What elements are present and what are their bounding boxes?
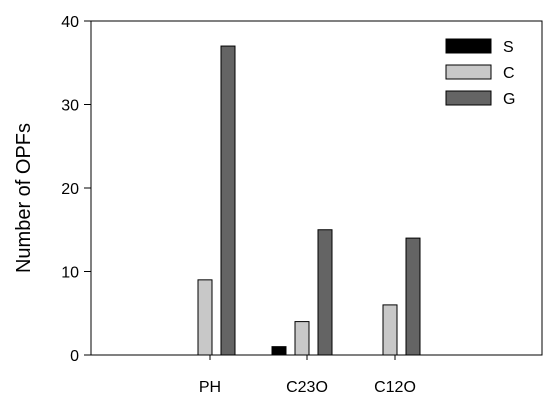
bar-s-c23o	[271, 346, 287, 356]
y-tick-label: 10	[61, 265, 79, 282]
legend-swatch-c	[445, 64, 492, 80]
y-tick-label: 0	[70, 348, 79, 365]
x-axis-ticks: PH C23O C12O	[199, 355, 416, 396]
y-axis-title: Number of OPFs	[13, 123, 35, 273]
bar-c-ph	[197, 279, 213, 356]
y-tick-label: 20	[61, 181, 79, 198]
bar-c-c12o	[382, 304, 398, 356]
legend-label-g: G	[503, 91, 515, 108]
legend-swatch-s	[445, 38, 492, 54]
legend-swatch-g	[445, 90, 492, 106]
bars	[197, 45, 421, 356]
x-tick-label: C12O	[374, 379, 416, 396]
legend-label-c: C	[503, 65, 515, 82]
x-tick-label: C23O	[286, 379, 328, 396]
y-axis-ticks: 0 10 20 30 40	[61, 14, 91, 365]
y-tick-label: 40	[61, 14, 79, 31]
bar-g-ph	[220, 45, 236, 356]
bar-g-c12o	[405, 237, 421, 356]
plot-frame	[90, 20, 543, 356]
bar-c-c23o	[294, 321, 310, 356]
y-tick-label: 30	[61, 98, 79, 115]
bar-g-c23o	[317, 229, 333, 356]
x-tick-label: PH	[199, 379, 221, 396]
legend-label-s: S	[503, 39, 514, 56]
legend: SCG	[445, 38, 515, 108]
